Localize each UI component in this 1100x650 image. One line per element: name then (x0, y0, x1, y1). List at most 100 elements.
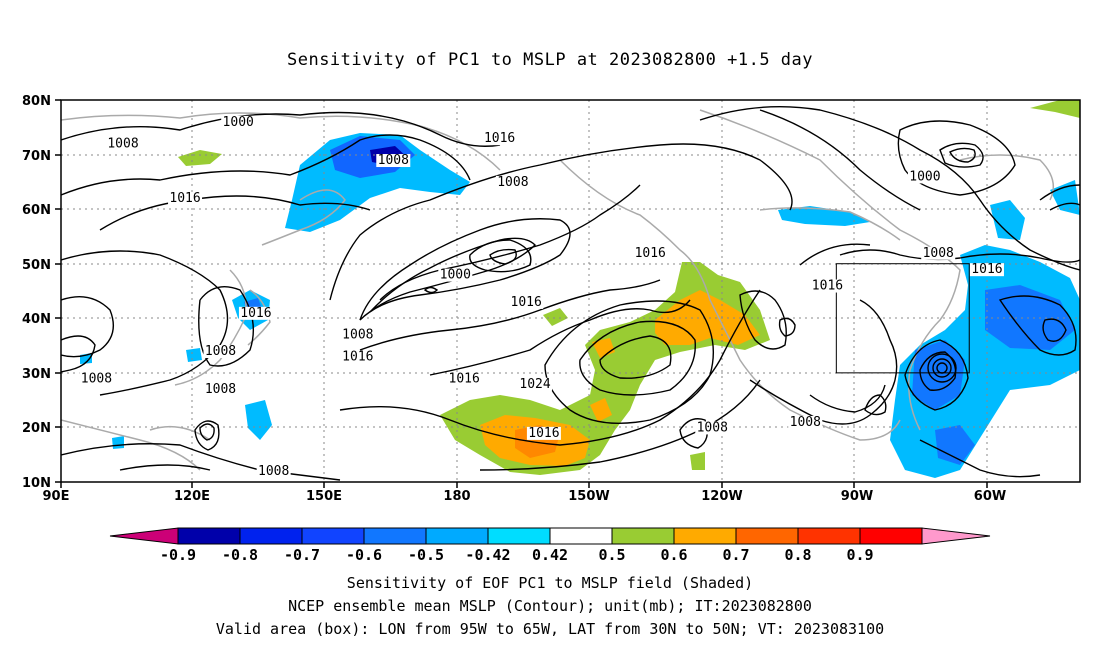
colorbar-swatch (673, 527, 737, 545)
contour-label-background (203, 345, 238, 359)
contour-label-background (633, 246, 668, 260)
contour-label: 1008 (697, 420, 728, 435)
contour-label: 1000 (440, 268, 471, 283)
contour-label-background (526, 426, 561, 440)
colorbar-tick-label: 0.8 (784, 546, 811, 564)
y-tick-label: 40N (22, 312, 51, 327)
shade-pos-pacific-orange5 (590, 398, 612, 422)
shade-pos-pacific-orange4 (592, 338, 615, 358)
y-tick-label: 50N (22, 258, 51, 273)
colorbar-tick-label: 0.9 (846, 546, 873, 564)
contour-label-background (256, 465, 291, 479)
colorbar-swatch (797, 527, 861, 545)
caption-line-2: NCEP ensemble mean MSLP (Contour); unit(… (288, 597, 812, 615)
contour-label: 1016 (635, 246, 666, 261)
colorbar-swatch (239, 527, 303, 545)
contour-label-background (788, 415, 823, 429)
map-frame (60, 99, 1081, 483)
shade-neg-small2 (245, 400, 272, 440)
x-tick-label: 150W (568, 489, 609, 504)
map-title: Sensitivity of PC1 to MSLP at 2023082800… (286, 50, 813, 70)
contour-label-background (221, 115, 256, 129)
contour-label-background (907, 170, 942, 184)
shade-pos-small (543, 308, 568, 326)
colorbar-swatch (177, 527, 241, 545)
colorbar-tick-label: -0.5 (408, 546, 444, 564)
colorbar-tick-label: -0.8 (222, 546, 258, 564)
contour-label: 1016 (528, 426, 559, 441)
contour-label-background (106, 137, 141, 151)
x-axis (60, 482, 988, 488)
contour-label: 1016 (169, 191, 200, 206)
contour-label: 1000 (223, 115, 254, 130)
contour-label-background (921, 246, 956, 260)
x-tick-label: 90E (43, 489, 70, 504)
shade-pos-small2 (690, 452, 705, 470)
colorbar: -0.9 -0.8 -0.7 -0.6 -0.5 -0.42 0.42 0.5 0.6 0.7 0.… (109, 527, 991, 564)
x-tick-label: 120W (701, 489, 742, 504)
colorbar-swatch (487, 527, 551, 545)
x-tick-label: 60W (974, 489, 1006, 504)
shade-pos-arctic (1030, 100, 1080, 118)
contour-label: 1008 (378, 153, 409, 168)
contour-label-background (168, 192, 203, 206)
grid-lines (61, 100, 1080, 482)
shade-neg-small1 (186, 348, 202, 362)
colorbar-swatch (549, 527, 613, 545)
contour-label: 1008 (790, 415, 821, 430)
contour-label-background (969, 263, 1004, 277)
contour-label: 1008 (107, 137, 138, 152)
contour-label-background (518, 377, 553, 391)
y-tick-label: 80N (22, 94, 51, 109)
colorbar-swatch (859, 527, 923, 545)
contour-label-background (810, 279, 845, 293)
contour-label: 1016 (484, 131, 515, 146)
contour-label-background (376, 154, 411, 168)
shade-neg-atlantic-core3 (935, 425, 975, 465)
shade-neg-greenland (990, 200, 1025, 240)
colorbar-swatch (425, 527, 489, 545)
sensitivity-shading (80, 100, 1080, 478)
contour-labels: 1000 1008 1008 1016 1008 1016 1000 1000 1016 1008… (79, 115, 1004, 479)
contour-label: 1016 (511, 295, 542, 310)
x-tick-label: 180 (443, 489, 470, 504)
colorbar-swatch (363, 527, 427, 545)
colorbar-swatch (301, 527, 365, 545)
contour-label-background (482, 132, 517, 146)
colorbar-tick-label: -0.42 (465, 546, 510, 564)
y-tick-label: 30N (22, 367, 51, 382)
contour-label: 1008 (258, 464, 289, 479)
x-tick-label: 120E (174, 489, 210, 504)
colorbar-tick-label: 0.7 (722, 546, 749, 564)
contour-label-background (509, 295, 544, 309)
valid-area-box (835, 263, 970, 374)
contour-label-background (340, 350, 375, 364)
contour-label: 1016 (449, 371, 480, 386)
contour-label-background (340, 328, 375, 342)
y-tick-label: 20N (22, 421, 51, 436)
contour-label: 1008 (205, 382, 236, 397)
contour-label: 1016 (240, 306, 271, 321)
shade-neg-siberia (285, 133, 470, 232)
contour-label: 1008 (81, 371, 112, 386)
contour-label: 1008 (205, 344, 236, 359)
shade-neg-small3 (112, 436, 124, 449)
contour-label: 1008 (497, 175, 528, 190)
y-tick-label: 70N (22, 149, 51, 164)
contour-label: 1016 (342, 349, 373, 364)
contour-label: 1016 (812, 279, 843, 294)
mslp-contours (61, 105, 1080, 481)
contour-label: 1008 (342, 328, 373, 343)
shade-neg-greenland2 (1050, 180, 1080, 215)
contour-label-background (203, 383, 238, 397)
colorbar-tick-label: 0.5 (598, 546, 625, 564)
contour-label-background (495, 175, 530, 189)
contour-label-background (438, 268, 473, 282)
y-tick-label: 10N (22, 476, 51, 491)
caption-line-3: Valid area (box): LON from 95W to 65W, L… (215, 620, 885, 638)
shade-pos-siberia (178, 150, 222, 166)
y-axis (55, 99, 61, 483)
colorbar-tick-label: -0.6 (346, 546, 382, 564)
colorbar-high-arrow (921, 527, 991, 545)
